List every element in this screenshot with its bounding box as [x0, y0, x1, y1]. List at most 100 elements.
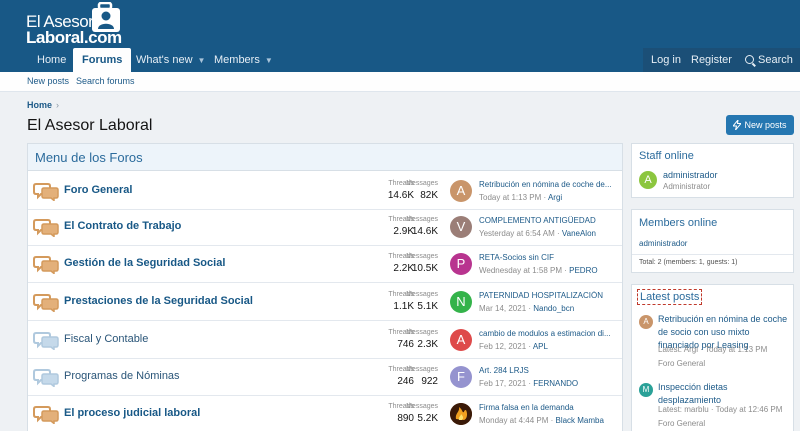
last-post-time[interactable]: Yesterday at 6:54 AM: [479, 229, 555, 238]
nav-whats-new[interactable]: What's new ▼: [127, 48, 214, 72]
forum-title-link[interactable]: Fiscal y Contable: [64, 333, 149, 345]
forum-row[interactable]: Gestión de la Seguridad Social Threads 2…: [28, 245, 622, 283]
last-post-time[interactable]: Feb 12, 2021: [479, 342, 527, 351]
last-post-time[interactable]: Feb 17, 2021: [479, 379, 527, 388]
forum-row[interactable]: Prestaciones de la Seguridad Social Thre…: [28, 283, 622, 321]
avatar[interactable]: [450, 403, 472, 425]
last-post-user-link[interactable]: PEDRO: [569, 266, 598, 275]
avatar[interactable]: N: [450, 291, 472, 313]
last-post-user-link[interactable]: Argi: [547, 193, 563, 202]
latest-post-forum-link[interactable]: Foro General: [658, 419, 706, 428]
chevron-down-icon[interactable]: ▼: [197, 56, 206, 65]
avatar[interactable]: P: [450, 253, 472, 275]
nav-members[interactable]: Members ▼: [205, 48, 282, 72]
threads-count: 2.2K: [393, 263, 414, 274]
last-post-title-link[interactable]: cambio de modulos a estimacion di...: [479, 329, 611, 338]
forum-title-link[interactable]: Gestión de la Seguridad Social: [64, 257, 226, 269]
avatar[interactable]: M: [639, 383, 653, 397]
messages-label: Messages: [406, 216, 438, 223]
forum-row[interactable]: Fiscal y Contable Threads 746 Messages 2…: [28, 321, 622, 359]
subnav-new-posts[interactable]: New posts: [27, 76, 70, 86]
last-post-user-link[interactable]: FERNANDO: [533, 379, 579, 388]
forum-threads-stat: Threads 1.1K: [364, 290, 414, 313]
last-post-title-link[interactable]: Retribución en nómina de coche de...: [479, 180, 612, 189]
last-post-time[interactable]: Mar 14, 2021: [479, 304, 527, 313]
last-post-time[interactable]: Monday at 4:44 PM: [479, 416, 549, 425]
breadcrumb-home[interactable]: Home: [27, 100, 53, 110]
members-online-title[interactable]: Members online: [639, 217, 718, 229]
forum-threads-stat: Threads 2.2K: [364, 252, 414, 275]
latest-post-time[interactable]: Today at 1:13 PM: [705, 345, 768, 354]
avatar[interactable]: A: [450, 329, 472, 351]
forum-title-link[interactable]: Prestaciones de la Seguridad Social: [64, 295, 253, 307]
search-button[interactable]: Search: [737, 48, 800, 72]
last-post-user-link[interactable]: VaneAlon: [561, 229, 596, 238]
forum-list-title[interactable]: Menu de los Foros: [35, 150, 143, 165]
latest-post-title-link[interactable]: Retribución en nómina de coche de socio …: [658, 314, 788, 350]
forum-row[interactable]: Programas de Nóminas Threads 246 Message…: [28, 358, 622, 396]
avatar[interactable]: F: [450, 366, 472, 388]
site-logo[interactable]: El Asesor Laboral.com: [26, 2, 126, 47]
avatar[interactable]: A: [639, 171, 657, 189]
last-post-time[interactable]: Today at 1:13 PM: [479, 193, 542, 202]
forum-row[interactable]: Foro General Threads 14.6K Messages 82K …: [28, 172, 622, 210]
forum-messages-stat: Messages 5.2K: [388, 402, 438, 425]
forum-title-link[interactable]: El proceso judicial laboral: [64, 407, 201, 419]
avatar[interactable]: A: [450, 180, 472, 202]
messages-count: 5.1K: [417, 301, 438, 312]
bolt-icon: [732, 118, 743, 131]
nav-forums[interactable]: Forums: [73, 48, 132, 74]
new-posts-button[interactable]: New posts: [726, 115, 794, 135]
last-post-time[interactable]: Wednesday at 1:58 PM: [479, 266, 563, 275]
chevron-down-icon[interactable]: ▼: [264, 56, 273, 65]
subnav-search-forums[interactable]: Search forums: [76, 76, 135, 86]
avatar-letter: F: [457, 369, 465, 384]
members-online-total: Total: 2 (members: 1, guests: 1): [639, 259, 738, 266]
forum-chat-icon: [33, 183, 59, 201]
members-online-user[interactable]: administrador: [639, 239, 688, 248]
last-post-meta: Yesterday at 6:54 AM · VaneAlon: [479, 229, 596, 238]
messages-count: 5.2K: [417, 413, 438, 424]
forum-title-link[interactable]: El Contrato de Trabajo: [64, 220, 182, 232]
last-post-title-link[interactable]: COMPLEMENTO ANTIGÜEDAD: [479, 216, 596, 225]
latest-post-title-link[interactable]: Inspección dietas desplazamiento: [658, 382, 728, 405]
staff-user-link[interactable]: administrador: [663, 170, 718, 180]
main-nav: Home Forums What's new ▼ Members ▼ Log in …: [0, 48, 800, 74]
threads-count: 2.9K: [393, 226, 414, 237]
nav-home[interactable]: Home: [28, 48, 75, 72]
forum-title-link[interactable]: Programas de Nóminas: [64, 370, 180, 382]
logo-line-2: Laboral.com: [26, 28, 122, 47]
forum-row[interactable]: El proceso judicial laboral Threads 890 …: [28, 395, 622, 431]
latest-post-forum-link[interactable]: Foro General: [658, 359, 706, 368]
forum-title-link[interactable]: Foro General: [64, 184, 133, 196]
avatar[interactable]: V: [450, 216, 472, 238]
last-post-user-link[interactable]: Black Mamba: [555, 416, 604, 425]
latest-posts-block: Latest posts A Retribución en nómina de …: [631, 284, 794, 431]
latest-post-user-link[interactable]: marblu: [684, 405, 709, 414]
last-post-title-link[interactable]: Firma falsa en la demanda: [479, 403, 574, 412]
latest-post-time[interactable]: Today at 12:46 PM: [715, 405, 783, 414]
last-post-title-link[interactable]: RETA-Socios sin CIF: [479, 253, 554, 262]
forum-row[interactable]: El Contrato de Trabajo Threads 2.9K Mess…: [28, 208, 622, 246]
register-button[interactable]: Register: [683, 48, 740, 72]
latest-posts-title[interactable]: Latest posts: [637, 289, 703, 305]
threads-count: 746: [397, 339, 414, 350]
last-post-user-link[interactable]: Nando_bcn: [533, 304, 575, 313]
avatar[interactable]: A: [639, 315, 653, 329]
messages-label: Messages: [406, 291, 438, 298]
logo-line-1: El Asesor: [26, 12, 94, 31]
messages-label: Messages: [406, 180, 438, 187]
login-button[interactable]: Log in: [643, 48, 689, 72]
threads-label: Threads: [388, 403, 414, 410]
avatar-letter: A: [456, 332, 466, 347]
last-post-title-link[interactable]: PATERNIDAD HOSPITALIZACIÓN: [479, 291, 604, 300]
forum-chat-icon: [33, 219, 59, 237]
nav-home-label: Home: [37, 54, 67, 66]
latest-post-user-link[interactable]: Argi: [683, 345, 699, 354]
last-post-title-link[interactable]: Art. 284 LRJS: [479, 366, 529, 375]
forum-threads-stat: Threads 890: [364, 402, 414, 425]
last-post-user-link[interactable]: APL: [532, 342, 548, 351]
staff-online-title[interactable]: Staff online: [639, 150, 694, 162]
forum-list-header: Menu de los Foros: [28, 144, 622, 171]
avatar-letter: P: [456, 256, 466, 271]
